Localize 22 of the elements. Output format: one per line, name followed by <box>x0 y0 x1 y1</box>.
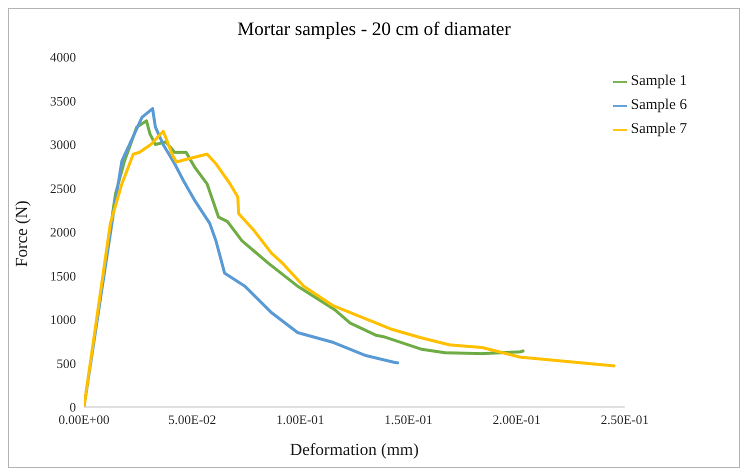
chart-title: Mortar samples - 20 cm of diamater <box>236 18 512 42</box>
y-tick-label: 3000 <box>50 137 76 152</box>
y-tick-label: 1000 <box>50 312 76 328</box>
y-tick-label: 0 <box>70 400 76 415</box>
line-series <box>84 130 616 407</box>
y-axis-title: Force (N) <box>12 200 32 267</box>
x-axis-title: Deformation (mm) <box>290 440 419 460</box>
y-tick-label: 4000 <box>50 50 76 65</box>
y-tick-label: 2000 <box>50 224 76 240</box>
y-tick-label: 1500 <box>50 268 76 284</box>
x-tick-label: 0.00E+00 <box>58 412 110 428</box>
legend-label: Sample 7 <box>630 121 687 137</box>
y-tick-label: 2500 <box>50 180 76 196</box>
x-tick-label: 1.00E-01 <box>276 412 324 428</box>
x-tick-label: 1.50E-01 <box>384 412 432 428</box>
legend-label: Sample 6 <box>630 97 687 113</box>
legend-label: Sample 1 <box>630 73 687 89</box>
y-tick-label: 500 <box>56 356 76 371</box>
x-tick-label: 5.00E-02 <box>168 412 216 428</box>
y-tick-label: 3500 <box>50 93 76 108</box>
x-tick-label: 2.50E-01 <box>600 412 649 428</box>
x-tick-label: 2.00E-01 <box>492 412 541 428</box>
